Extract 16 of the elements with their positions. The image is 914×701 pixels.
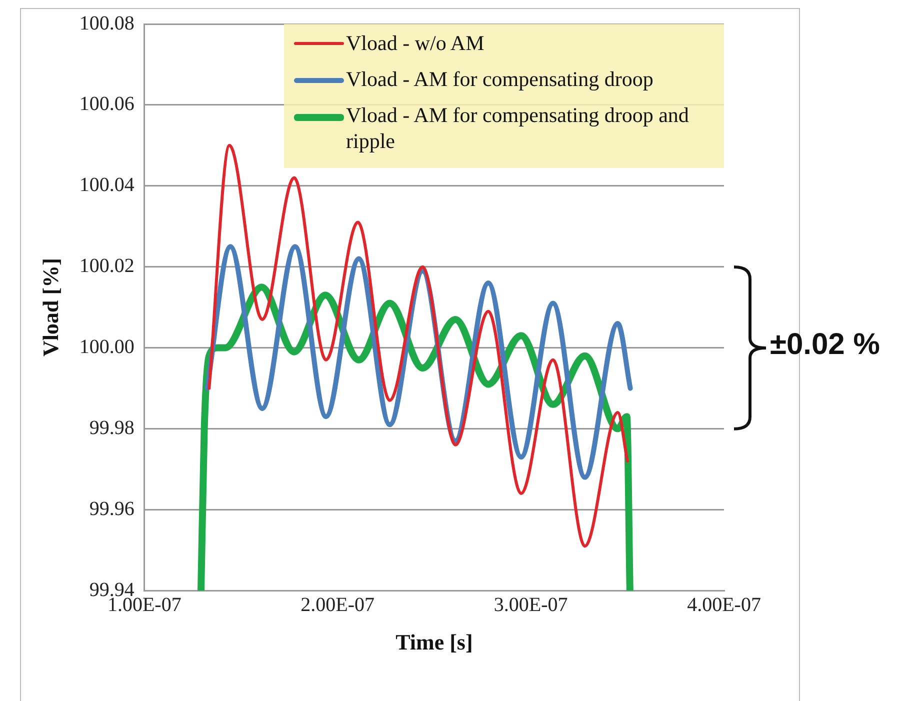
y-tick-label: 100.04 xyxy=(79,174,134,196)
y-tick-label: 100.08 xyxy=(79,12,134,34)
y-tick-label: 100.02 xyxy=(79,255,134,278)
legend-label: Vload - AM for compensating droop and ripple xyxy=(346,102,690,154)
x-tick-label: 3.00E-07 xyxy=(494,594,568,616)
y-tick-label: 100.00 xyxy=(79,336,134,358)
y-tick-label: 99.98 xyxy=(89,416,134,439)
x-tick-label: 4.00E-07 xyxy=(687,594,761,616)
legend-label: Vload - w/o AM xyxy=(346,30,484,56)
x-tick-label: 2.00E-07 xyxy=(300,594,375,616)
x-axis-title: Time [s] xyxy=(396,629,473,654)
y-tick-label: 99.96 xyxy=(89,498,134,520)
text: ±0.02 % xyxy=(770,328,880,362)
y-axis-title: Vload [%] xyxy=(38,258,63,356)
y-tick-label: 100.06 xyxy=(79,93,134,116)
legend-label: Vload - AM for compensating droop xyxy=(346,66,654,92)
